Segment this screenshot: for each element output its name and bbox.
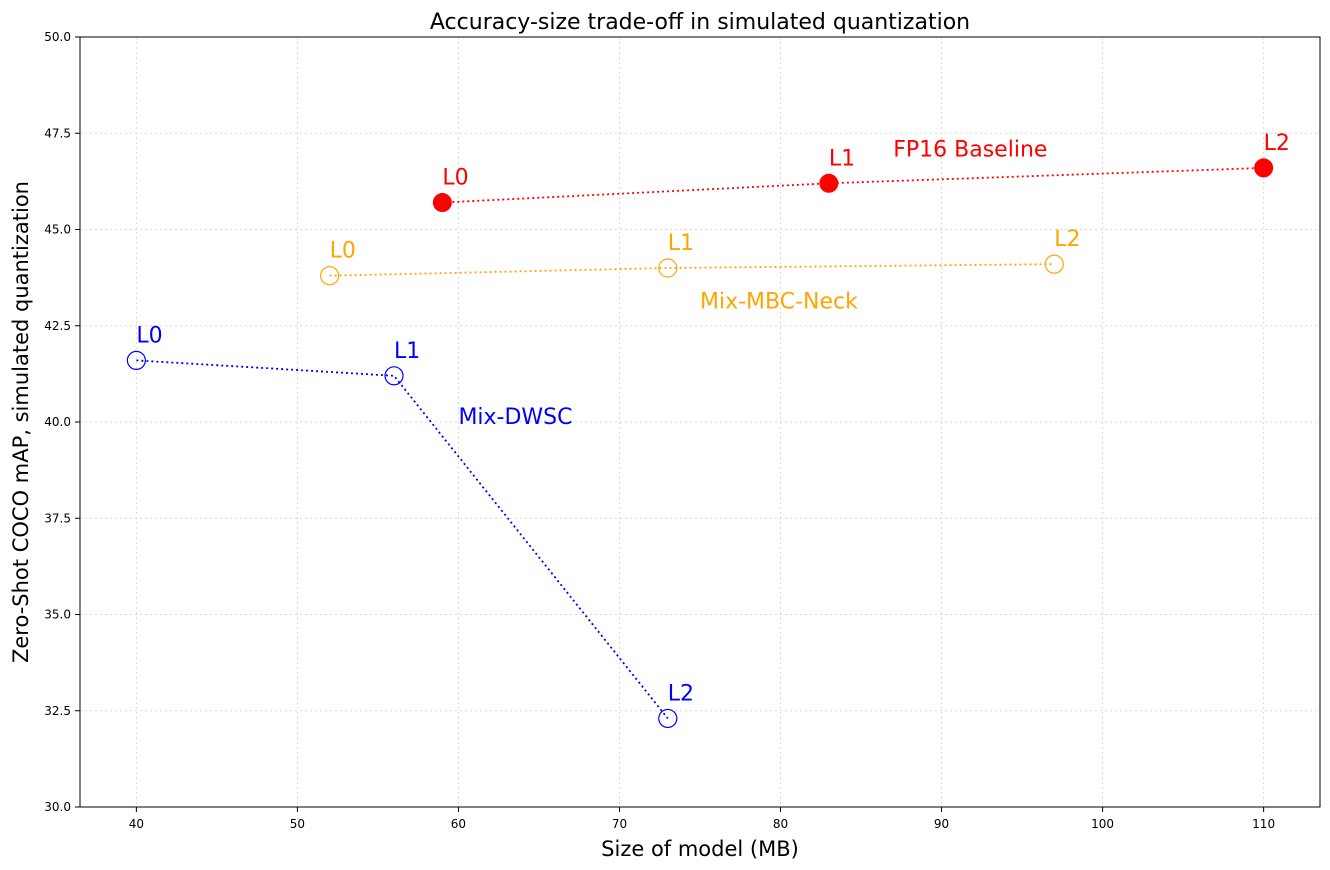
data-point [658, 708, 678, 729]
chart-title: Accuracy-size trade-off in simulated qua… [430, 10, 970, 35]
y-tick-label: 40.0 [44, 415, 71, 429]
x-tick-label: 90 [934, 817, 949, 831]
series-name-label: Mix-MBC-Neck [700, 289, 858, 314]
x-tick-label: 100 [1091, 817, 1114, 831]
data-point [1254, 158, 1274, 178]
y-tick-label: 35.0 [44, 608, 71, 622]
x-tick-label: 60 [451, 817, 466, 831]
x-tick-label: 50 [290, 817, 305, 831]
x-tick-label: 80 [773, 817, 788, 831]
data-point [432, 193, 452, 213]
x-axis-title: Size of model (MB) [601, 837, 799, 861]
point-label: L0 [330, 239, 356, 264]
point-label: L1 [668, 231, 694, 256]
y-tick-label: 32.5 [44, 704, 71, 718]
data-point [658, 258, 678, 278]
point-label: L2 [668, 681, 694, 706]
series-fp16-baseline: L0 L1 L2 FP16 Baseline [432, 131, 1290, 213]
data-point [126, 350, 146, 370]
point-label: L2 [1264, 131, 1290, 156]
data-point [1044, 254, 1064, 274]
series-line [136, 359, 669, 720]
point-label: L0 [136, 323, 162, 348]
series-name-label: FP16 Baseline [893, 137, 1047, 162]
data-point [320, 266, 340, 286]
data-point [819, 173, 839, 193]
series-name-label: Mix-DWSC [458, 405, 572, 430]
series-mix-dwsc: L0 L1 L2 Mix-DWSC [126, 323, 694, 729]
y-axis-title: Zero-Shot COCO mAP, simulated quantizati… [9, 181, 33, 663]
point-label: L1 [829, 146, 855, 171]
series-line [329, 263, 1055, 277]
y-tick-label: 37.5 [44, 511, 71, 525]
x-tick-label: 70 [612, 817, 627, 831]
point-label: L2 [1054, 227, 1080, 252]
x-tick-label: 110 [1252, 817, 1275, 831]
y-tick-label: 30.0 [44, 800, 71, 814]
x-tick-label: 40 [129, 817, 144, 831]
y-tick-label: 42.5 [44, 319, 71, 333]
y-tick-label: 47.5 [44, 126, 71, 140]
point-label: L0 [442, 166, 468, 191]
y-tick-label: 45.0 [44, 223, 71, 237]
series-mix-mbc-neck: L0 L1 L2 Mix-MBC-Neck [320, 227, 1081, 314]
data-point [384, 366, 404, 386]
ticks: 40 50 60 70 80 90 100 110 30.0 32.5 35.0 37.5 40.0 42… [44, 30, 1275, 831]
y-tick-label: 50.0 [44, 30, 71, 44]
point-label: L1 [394, 339, 420, 364]
